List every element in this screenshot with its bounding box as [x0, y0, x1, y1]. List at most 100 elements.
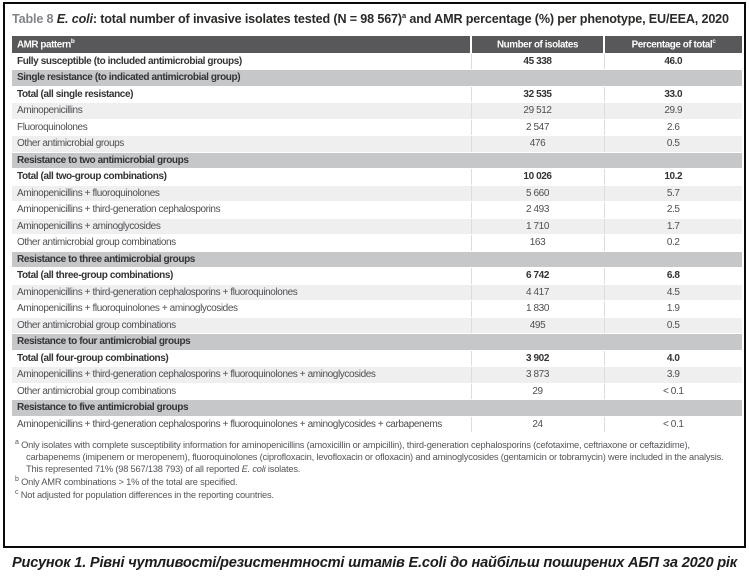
cell-percentage-of-total: 46.0: [603, 52, 742, 71]
cell-amr-pattern: Aminopenicillins + fluoroquinolones + am…: [12, 300, 471, 318]
col-header-label: Number of isolates: [497, 38, 578, 50]
cell-percentage-of-total: 2.6: [603, 118, 742, 137]
footnote-marker: b: [15, 475, 19, 483]
amr-table: AMR patternb Number of isolates Percenta…: [12, 34, 742, 434]
table-row: Aminopenicillins + fluoroquinolones + am…: [12, 300, 742, 318]
cell-percentage-of-total: 0.5: [603, 135, 742, 153]
section-header-label: Resistance to five antimicrobial groups: [12, 399, 742, 417]
footnote-b: b Only AMR combinations > 1% of the tota…: [15, 476, 736, 489]
cell-amr-pattern: Fully susceptible (to included antimicro…: [12, 52, 471, 71]
amr-table-header: AMR patternb Number of isolates Percenta…: [12, 34, 742, 54]
cell-percentage-of-total: 29.9: [603, 102, 742, 120]
footnote-text: Only isolates with complete susceptibili…: [21, 440, 724, 474]
section-header-row: Resistance to four antimicrobial groups: [12, 333, 742, 351]
cell-percentage-of-total: 0.5: [603, 316, 742, 335]
cell-amr-pattern: Total (all two-group combinations): [12, 168, 471, 186]
cell-number-of-isolates: 476: [470, 135, 604, 153]
cell-amr-pattern: Other antimicrobial groups: [12, 135, 471, 153]
figure-caption: Рисунок 1. Рівні чутливості/резистентнос…: [12, 555, 737, 571]
cell-percentage-of-total: 0.2: [603, 234, 742, 252]
cell-percentage-of-total: < 0.1: [603, 415, 742, 434]
cell-number-of-isolates: 3 873: [470, 366, 604, 384]
cell-percentage-of-total: 2.5: [603, 201, 742, 219]
cell-amr-pattern: Other antimicrobial group combinations: [12, 234, 471, 252]
footnote-marker: a: [15, 439, 19, 447]
cell-amr-pattern: Total (all three-group combinations): [12, 267, 471, 285]
title-text-tail: and AMR percentage (%) per phenotype, EU…: [406, 12, 729, 27]
footnote-text: isolates.: [265, 463, 301, 474]
cell-amr-pattern: Aminopenicillins + third-generation ceph…: [12, 415, 471, 434]
cell-number-of-isolates: 495: [470, 316, 604, 335]
col-header-percentage-of-total: Percentage of totalc: [603, 34, 742, 54]
footnote-text: Not adjusted for population differences …: [20, 489, 274, 500]
cell-number-of-isolates: 5 660: [470, 184, 604, 203]
footnote-text: Only AMR combinations > 1% of the total …: [21, 476, 238, 487]
cell-amr-pattern: Aminopenicillins + third-generation ceph…: [12, 283, 471, 302]
cell-number-of-isolates: 3 902: [470, 349, 604, 368]
amr-table-body: Fully susceptible (to included antimicro…: [12, 52, 742, 434]
table-row: Aminopenicillins + third-generation ceph…: [12, 283, 742, 302]
section-header-label: Single resistance (to indicated antimicr…: [12, 69, 742, 87]
cell-percentage-of-total: 33.0: [603, 85, 742, 104]
table-row: Aminopenicillins + aminoglycosides 1 710…: [12, 217, 742, 236]
cell-percentage-of-total: 3.9: [603, 366, 742, 384]
table-row: Total (all three-group combinations) 6 7…: [12, 267, 742, 285]
section-header-label: Resistance to two antimicrobial groups: [12, 151, 742, 170]
cell-amr-pattern: Aminopenicillins: [12, 102, 471, 120]
section-header-label: Resistance to three antimicrobial groups: [12, 250, 742, 269]
section-header-row: Resistance to two antimicrobial groups: [12, 151, 742, 170]
cell-number-of-isolates: 10 026: [470, 168, 604, 186]
cell-amr-pattern: Aminopenicillins + third-generation ceph…: [12, 201, 471, 219]
col-header-sup: b: [70, 37, 75, 45]
organism-name: E. coli: [56, 12, 93, 27]
cell-amr-pattern: Other antimicrobial group combinations: [12, 316, 471, 335]
table-row: Aminopenicillins + third-generation ceph…: [12, 366, 742, 384]
cell-number-of-isolates: 6 742: [470, 267, 604, 285]
section-header-label: Resistance to four antimicrobial groups: [12, 333, 742, 351]
col-header-sup: c: [712, 37, 716, 45]
cell-percentage-of-total: 1.7: [603, 217, 742, 236]
section-header-row: Resistance to five antimicrobial groups: [12, 399, 742, 417]
cell-percentage-of-total: < 0.1: [603, 382, 742, 401]
cell-amr-pattern: Other antimicrobial group combinations: [12, 382, 471, 401]
cell-number-of-isolates: 32 535: [470, 85, 604, 104]
cell-amr-pattern: Fluoroquinolones: [12, 118, 471, 137]
footnote-c: c Not adjusted for population difference…: [15, 489, 736, 502]
table-row: Other antimicrobial group combinations 1…: [12, 234, 742, 252]
cell-amr-pattern: Aminopenicillins + aminoglycosides: [12, 217, 471, 236]
col-header-number-of-isolates: Number of isolates: [470, 34, 604, 54]
table-row: Other antimicrobial group combinations 4…: [12, 316, 742, 335]
table-row: Fluoroquinolones 2 547 2.6: [12, 118, 742, 137]
cell-number-of-isolates: 2 547: [470, 118, 604, 137]
cell-amr-pattern: Aminopenicillins + third-generation ceph…: [12, 366, 471, 384]
section-header-row: Single resistance (to indicated antimicr…: [12, 69, 742, 87]
cell-percentage-of-total: 10.2: [603, 168, 742, 186]
footnotes: a Only isolates with complete susceptibi…: [15, 439, 736, 502]
section-header-row: Resistance to three antimicrobial groups: [12, 250, 742, 269]
header-row: AMR patternb Number of isolates Percenta…: [12, 34, 742, 54]
table-row: Aminopenicillins + third-generation ceph…: [12, 415, 742, 434]
cell-percentage-of-total: 1.9: [603, 300, 742, 318]
table-row: Fully susceptible (to included antimicro…: [12, 52, 742, 71]
table-row: Other antimicrobial groups 476 0.5: [12, 135, 742, 153]
table-row: Other antimicrobial group combinations 2…: [12, 382, 742, 401]
title-footnote-marker: a: [401, 11, 406, 20]
cell-number-of-isolates: 4 417: [470, 283, 604, 302]
cell-amr-pattern: Total (all four-group combinations): [12, 349, 471, 368]
cell-number-of-isolates: 2 493: [470, 201, 604, 219]
cell-percentage-of-total: 4.5: [603, 283, 742, 302]
table-frame: Table 8 E. coli: total number of invasiv…: [3, 2, 746, 548]
footnote-italic-text: E. coli: [241, 463, 266, 474]
cell-amr-pattern: Total (all single resistance): [12, 85, 471, 104]
cell-number-of-isolates: 29: [470, 382, 604, 401]
cell-number-of-isolates: 29 512: [470, 102, 604, 120]
cell-number-of-isolates: 1 830: [470, 300, 604, 318]
cell-number-of-isolates: 45 338: [470, 52, 604, 71]
table-row: Aminopenicillins + fluoroquinolones 5 66…: [12, 184, 742, 203]
cell-amr-pattern: Aminopenicillins + fluoroquinolones: [12, 184, 471, 203]
footnote-a: a Only isolates with complete susceptibi…: [15, 439, 736, 476]
cell-number-of-isolates: 24: [470, 415, 604, 434]
col-header-amr-pattern: AMR patternb: [12, 34, 471, 54]
table-row: Aminopenicillins 29 512 29.9: [12, 102, 742, 120]
cell-percentage-of-total: 4.0: [603, 349, 742, 368]
